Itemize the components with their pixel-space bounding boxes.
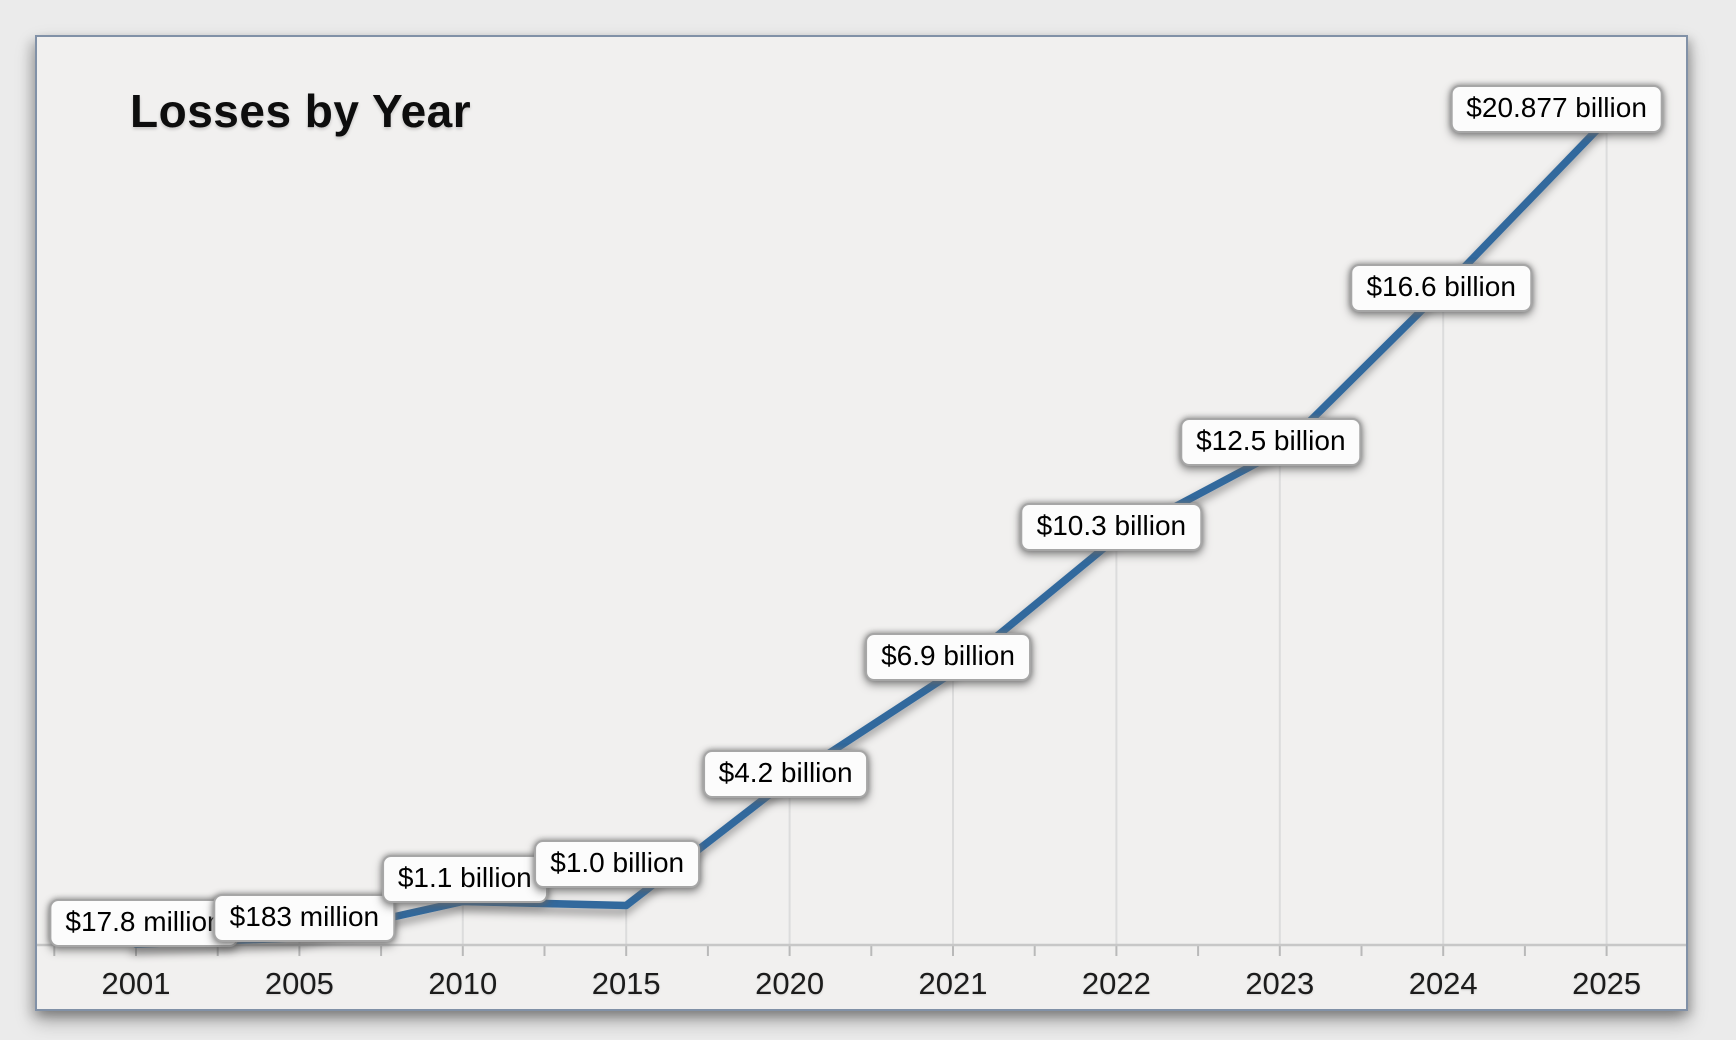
data-label: $1.0 billion [534, 840, 701, 888]
data-label: $12.5 billion [1180, 418, 1362, 466]
data-label: $16.6 billion [1350, 264, 1532, 312]
data-label: $6.9 billion [865, 633, 1031, 681]
data-label: $20.877 billion [1450, 85, 1663, 133]
x-axis-label-2020: 2020 [755, 966, 825, 1001]
x-axis-ticks [53, 945, 1608, 956]
x-axis-label-2015: 2015 [591, 966, 661, 1001]
chart-title: Losses by Year [130, 85, 472, 137]
data-label: $4.2 billion [702, 750, 869, 798]
x-axis-label-2010: 2010 [428, 966, 498, 1001]
x-axis-label-2023: 2023 [1245, 966, 1315, 1001]
data-label: $183 million [213, 894, 396, 942]
losses-line-series [132, 116, 1611, 949]
data-label: $10.3 billion [1020, 503, 1203, 551]
x-axis-label-2001: 2001 [101, 966, 171, 1001]
data-label: $17.8 million [49, 899, 239, 947]
vertical-gridlines [135, 119, 1608, 945]
data-label: $1.1 billion [381, 855, 548, 903]
x-axis-label-2022: 2022 [1081, 966, 1151, 1001]
x-axis-label-2005: 2005 [264, 966, 334, 1001]
x-axis-label-2025: 2025 [1572, 966, 1642, 1001]
chart-frame [35, 35, 1688, 1011]
x-axis-label-2024: 2024 [1408, 966, 1478, 1001]
x-axis-label-2021: 2021 [918, 966, 988, 1001]
